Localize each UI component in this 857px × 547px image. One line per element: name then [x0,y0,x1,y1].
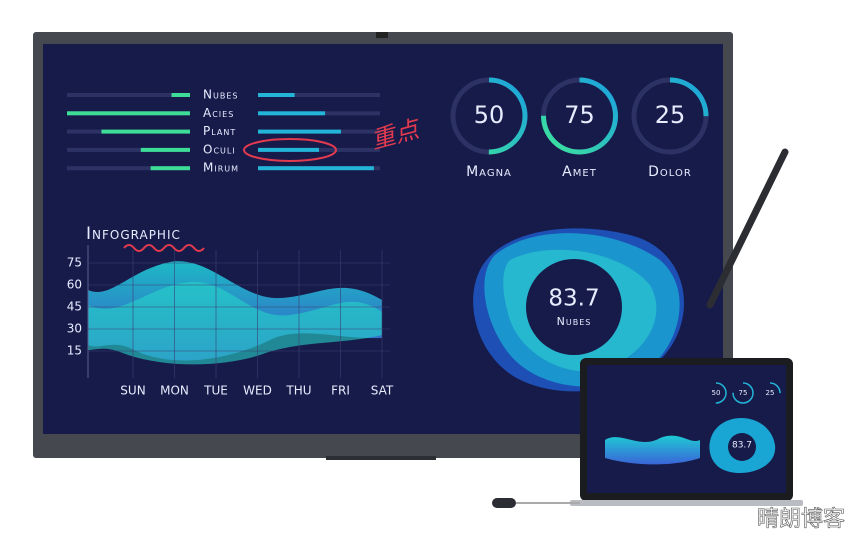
camera [376,32,388,38]
ink-circle [243,138,337,162]
ink-underline [123,244,205,252]
mini-gauge-value: 75 [739,389,748,397]
wave-chart: 75 60 45 30 15 SUN MON TUE WED THU FRI SAT [67,245,394,398]
bar [140,147,190,152]
laptop-mirror: 83.7 50 75 25 [605,382,781,474]
laptop-base [570,500,803,506]
mini-blob-value: 83.7 [732,441,752,451]
gauge-value: 25 [655,101,686,129]
gauge-label: Magna [466,164,512,180]
bar-track [258,93,380,97]
bar [101,129,190,134]
wave-area [88,281,382,365]
bar [150,166,190,171]
bar-label: Acies [203,106,234,120]
bar-panel: Nubes Acies Plant Oculi Mirum [67,88,380,175]
gauge-value: 75 [564,101,595,129]
x-tick-label: SUN [120,384,145,398]
gauge-label: Dolor [648,164,692,180]
bar-label: Plant [203,124,236,138]
x-tick-label: THU [285,384,311,398]
y-tick-label: 60 [67,278,82,292]
gauge-value: 50 [474,101,505,129]
dongle [492,498,516,508]
bar-label: Mirum [203,161,239,175]
watermark: 晴朗博客 [757,507,845,532]
gauge-arc [541,77,618,155]
y-tick-label: 75 [67,256,82,270]
bar [171,93,190,97]
blob-panel: 83.7 Nubes [473,228,684,392]
bar [67,111,190,116]
bar-label: Oculi [203,142,236,156]
bar [258,166,374,171]
blob-center [526,259,622,355]
blob-label: Nubes [557,315,592,328]
bar [258,129,341,134]
x-tick-label: MON [160,384,189,398]
mini-gauge-arc [759,382,781,404]
bar [258,93,295,97]
y-tick-label: 45 [67,300,82,314]
blob-value: 83.7 [548,286,599,312]
x-tick-label: WED [243,384,272,398]
mini-gauge-arc [705,382,727,404]
mini-gauge-arc [732,382,754,404]
stylus [706,148,789,309]
mini-gauge-value: 50 [712,389,721,397]
gauge-arc [450,77,528,155]
mini-blob-center [728,433,756,461]
infographic-title: Infographic [86,224,181,244]
gauge-label: Amet [562,164,597,180]
y-tick-label: 15 [67,344,82,358]
y-tick-label: 30 [67,322,82,336]
x-tick-label: FRI [331,384,350,398]
bar [258,147,319,152]
display-foot [326,456,436,460]
bar-track [67,147,190,152]
bar-track [67,93,190,97]
mini-gauge-value: 25 [766,389,775,397]
gauge-panel: 50 Magna 75 Amet 25 Dolor [450,77,709,180]
gauge-arc [631,77,709,155]
x-tick-label: TUE [203,384,228,398]
mini-wave [605,435,700,465]
x-tick-label: SAT [371,384,394,398]
bar-label: Nubes [203,88,238,102]
bar [258,111,326,116]
bar-track [67,166,190,171]
